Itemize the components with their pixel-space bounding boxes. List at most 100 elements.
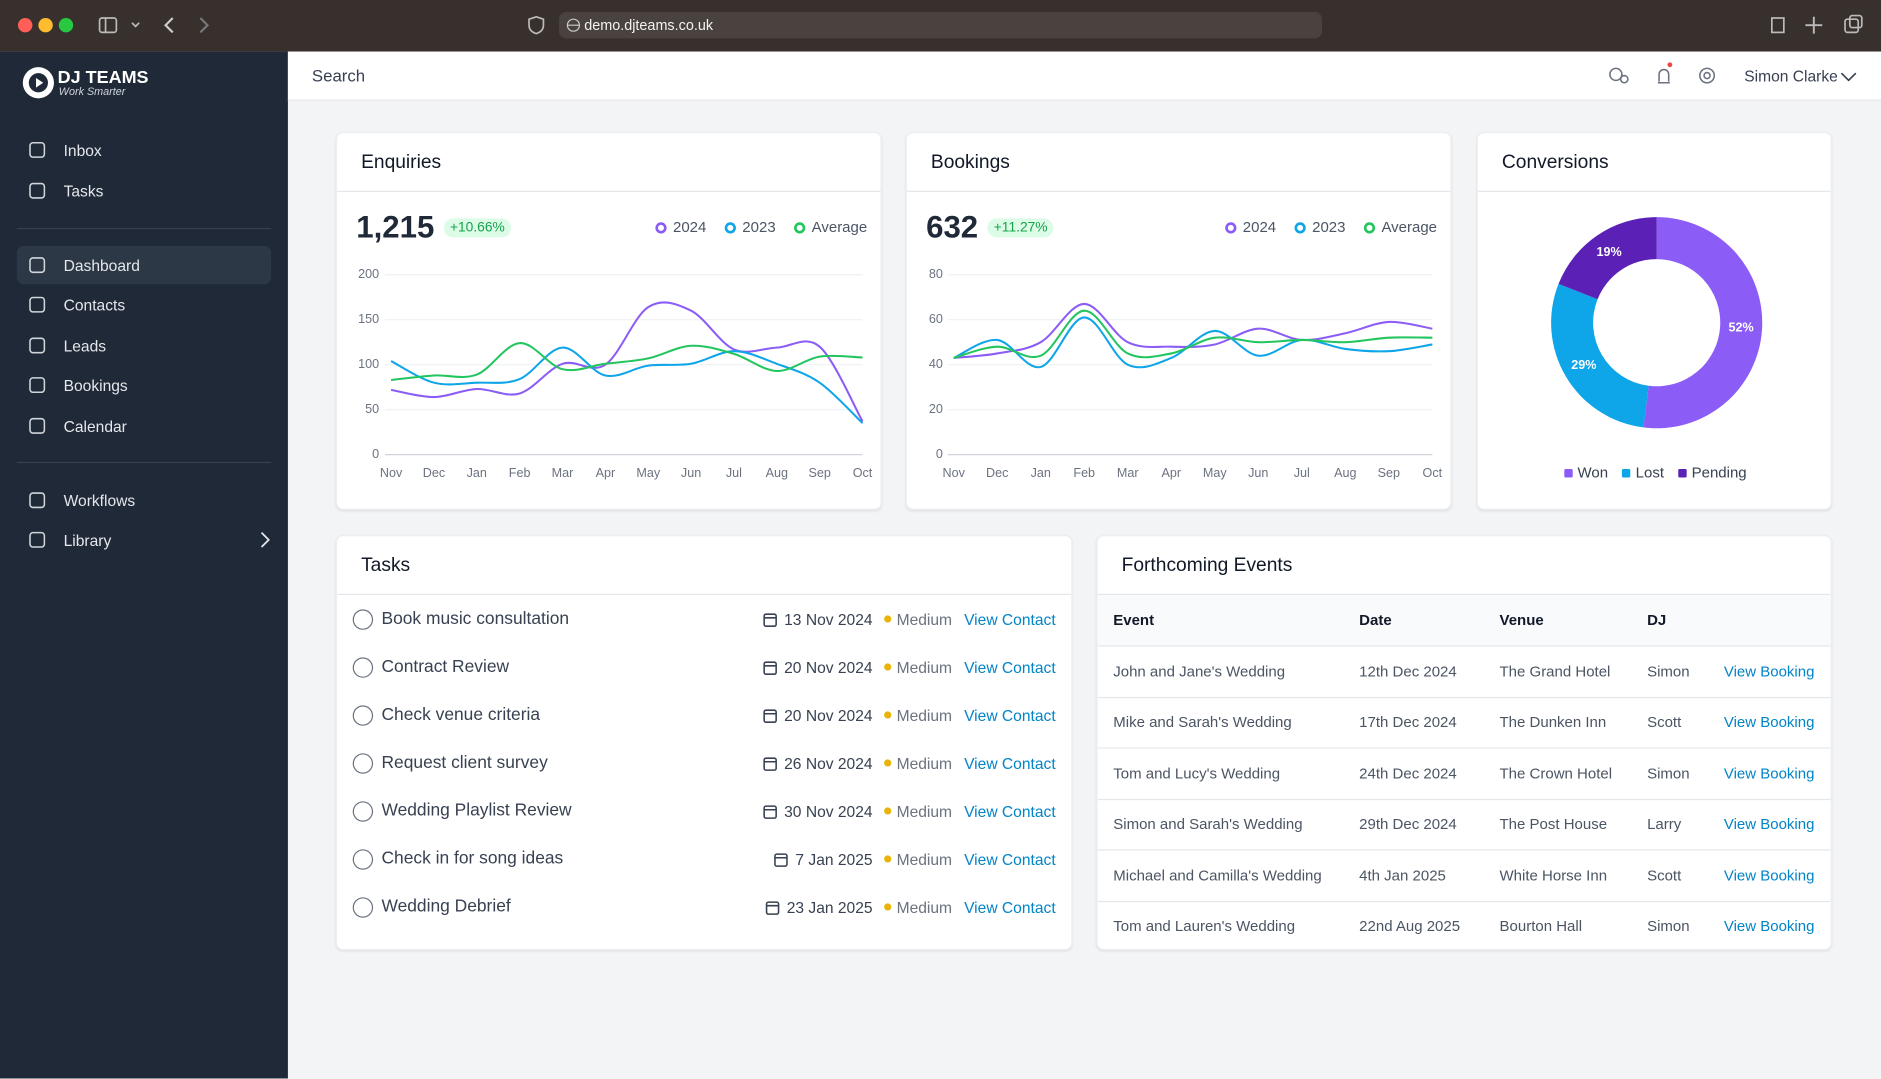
browser-actions: [1770, 14, 1863, 34]
legend-marker: [1363, 222, 1376, 234]
task-row: Request client survey 26 Nov 2024 Medium Vi…: [337, 739, 1071, 787]
table-cell: The Dunken Inn: [1499, 714, 1607, 731]
priority-dot: [884, 903, 892, 911]
nav-icon: [29, 417, 46, 434]
task-checkbox[interactable]: [352, 656, 374, 678]
url-bar[interactable]: demo.djteams.co.uk: [559, 11, 1322, 39]
task-action[interactable]: View Contact: [964, 849, 1056, 868]
change: +10.66%: [443, 217, 511, 237]
view-booking-link[interactable]: View Booking: [1723, 918, 1815, 935]
card-title: Tasks: [337, 536, 1072, 596]
task-priority: Medium: [896, 657, 953, 676]
legend-label: 2023: [742, 219, 775, 236]
nav-icon: [29, 337, 46, 354]
card-title: Conversions: [1477, 133, 1831, 192]
nav-item[interactable]: Inbox: [17, 131, 271, 169]
task-action[interactable]: View Contact: [964, 705, 1056, 724]
calendar-shape: [762, 660, 777, 675]
table-row: Tom and Lucy's Wedding 24th Dec 2024 The C…: [1097, 749, 1831, 800]
task-row: Contract Review 20 Nov 2024 Medium View Con…: [337, 643, 1071, 691]
nav-icon-shape: [29, 182, 46, 199]
legend-item: Won: [1564, 464, 1608, 481]
x-tick-label: Oct: [853, 466, 873, 480]
priority-dot: [884, 711, 892, 719]
task-label: Wedding Debrief: [381, 897, 511, 917]
task-action[interactable]: View Contact: [964, 897, 1056, 916]
nav-icon: [29, 492, 46, 509]
task-priority: Medium: [896, 705, 953, 724]
y-tick-label: 50: [365, 402, 379, 416]
slice-label: 29%: [1571, 358, 1596, 372]
nav-item[interactable]: Workflows: [17, 481, 271, 519]
nav-chevron: [260, 531, 270, 548]
nav-item[interactable]: Library: [17, 521, 271, 559]
nav-item[interactable]: Calendar: [17, 407, 271, 445]
nav-item[interactable]: Dashboard: [16, 245, 272, 285]
calendar-shape: [762, 708, 777, 723]
globe-icon: [566, 18, 581, 32]
task-checkbox[interactable]: [352, 848, 374, 870]
priority-dot: [884, 807, 892, 815]
browser-bar: demo.djteams.co.uk: [0, 0, 1881, 52]
task-action[interactable]: View Contact: [964, 657, 1056, 676]
view-booking-link[interactable]: View Booking: [1723, 765, 1815, 782]
task-action[interactable]: View Contact: [964, 753, 1056, 772]
nav-icon-shape: [29, 141, 46, 158]
table-header: Event Date Venue DJ: [1097, 595, 1831, 647]
calendar-shape: [762, 756, 777, 771]
nav-item[interactable]: Leads: [17, 326, 271, 364]
task-checkbox[interactable]: [352, 800, 374, 822]
task-action[interactable]: View Contact: [964, 610, 1056, 629]
search[interactable]: Search: [311, 65, 366, 86]
nav-item[interactable]: Contacts: [17, 286, 271, 324]
task-checkbox[interactable]: [352, 896, 374, 918]
x-tick-label: Aug: [766, 466, 788, 480]
column-header: Date: [1359, 611, 1392, 629]
y-tick-label: 100: [358, 357, 379, 371]
table-cell: Scott: [1647, 714, 1682, 731]
logo-text: DJ TEAMS: [57, 67, 149, 88]
view-booking-link[interactable]: View Booking: [1723, 816, 1815, 833]
logo-icon: [22, 67, 54, 99]
user-name[interactable]: Simon Clarke: [1744, 67, 1838, 86]
nav-item[interactable]: Bookings: [17, 366, 271, 404]
view-booking-link[interactable]: View Booking: [1723, 867, 1815, 884]
table-cell: 22nd Aug 2025: [1359, 918, 1461, 935]
calendar-icon: [762, 708, 777, 723]
nav-label: Workflows: [63, 491, 136, 510]
column-header: Event: [1113, 611, 1155, 629]
view-booking-link[interactable]: View Booking: [1723, 663, 1815, 680]
nav-item[interactable]: Tasks: [17, 172, 271, 210]
task-label: Wedding Playlist Review: [381, 801, 572, 821]
legend-marker: [655, 222, 667, 234]
legend-marker: [794, 222, 806, 234]
tasks-card: Tasks Book music consultation 13 Nov 2024…: [335, 535, 1073, 951]
nav-icon: [29, 141, 46, 158]
task-checkbox[interactable]: [352, 608, 374, 630]
column-header: Venue: [1499, 611, 1544, 629]
task-action[interactable]: View Contact: [964, 801, 1056, 820]
calendar-icon: [762, 612, 777, 627]
nav-icon-shape: [29, 377, 46, 394]
table-cell: Tom and Lauren's Wedding: [1113, 918, 1296, 935]
x-tick-label: Jun: [1248, 466, 1268, 480]
card-title: Bookings: [906, 133, 1451, 192]
task-row: Check in for song ideas 7 Jan 2025 Medium V…: [337, 835, 1071, 883]
table-cell: Larry: [1647, 816, 1682, 833]
view-booking-link[interactable]: View Booking: [1723, 714, 1815, 731]
card-title: Forthcoming Events: [1097, 536, 1831, 596]
table-cell: Tom and Lucy's Wedding: [1113, 765, 1281, 782]
task-checkbox[interactable]: [352, 752, 374, 774]
table-cell: The Grand Hotel: [1499, 663, 1611, 680]
table-row: Tom and Lauren's Wedding 22nd Aug 2025 Bou…: [1098, 902, 1831, 952]
legend-marker: [1225, 222, 1237, 234]
task-checkbox[interactable]: [352, 704, 374, 726]
conversions-card: Conversions 52% 29% 19% Won Lost Pending: [1476, 131, 1832, 510]
legend-label: 2024: [673, 219, 706, 236]
total: 632: [926, 208, 979, 245]
table-cell: Bourton Hall: [1499, 918, 1583, 935]
headline: 1,215 +10.66%: [356, 209, 511, 246]
pie-slice: [1558, 217, 1657, 300]
nav-icon: [29, 182, 46, 199]
legend-label: 2023: [1312, 219, 1345, 236]
